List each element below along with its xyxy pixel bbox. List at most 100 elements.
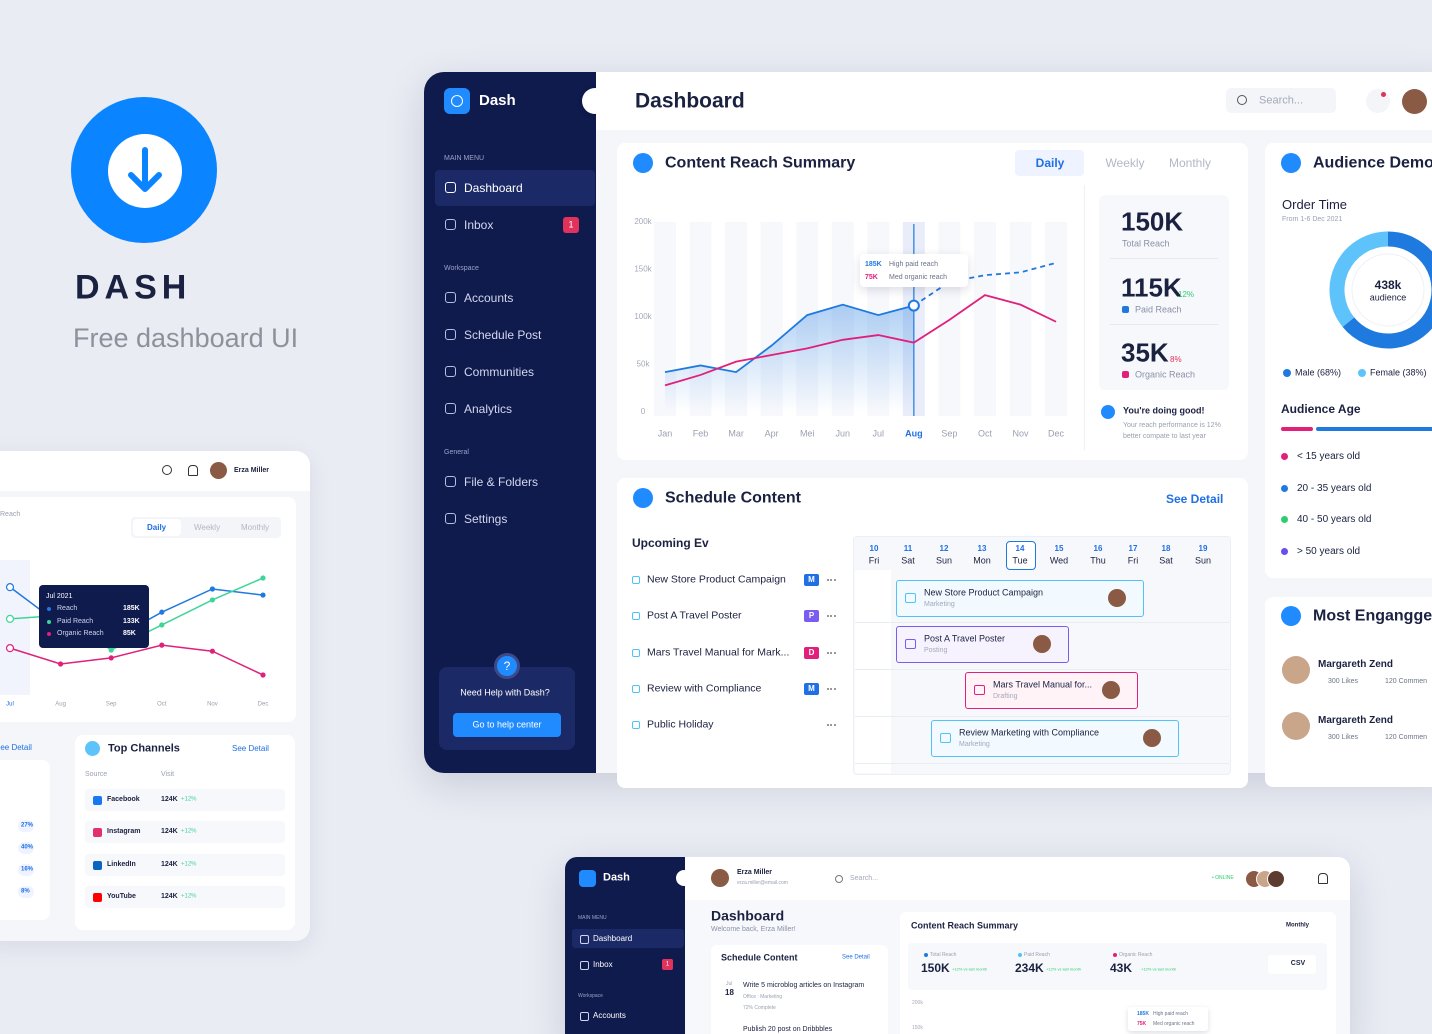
channel-icon <box>93 796 102 805</box>
day-number: 13 <box>977 544 987 554</box>
card-title: Content Reach Summary <box>911 920 1019 931</box>
channel-row <box>85 789 285 811</box>
menu-item[interactable]: Settings <box>464 511 508 526</box>
stat-dot <box>1122 371 1129 378</box>
bell[interactable] <box>1366 89 1390 113</box>
menu-item[interactable]: File & Folders <box>464 474 539 489</box>
csv-label[interactable]: CSV <box>1290 959 1306 967</box>
help-icon <box>494 653 520 679</box>
tab[interactable]: Weekly <box>1105 155 1145 170</box>
section-title: Audience Age <box>1281 401 1361 416</box>
see-detail[interactable]: See Detail <box>0 743 32 753</box>
menu-item[interactable]: Communities <box>464 364 535 379</box>
calendar-event-title: Post A Travel Poster <box>924 633 1006 644</box>
day-number: 18 <box>1161 544 1171 554</box>
csv-button[interactable] <box>1268 955 1316 974</box>
note-text: better compate to last year <box>1123 432 1206 440</box>
bell-icon <box>188 465 198 476</box>
channel-name: Instagram <box>107 828 141 836</box>
event-menu <box>827 615 836 619</box>
stat-label: Paid Reach <box>1135 304 1182 315</box>
weekday: Tue <box>1012 555 1028 566</box>
day-number: 12 <box>939 544 949 554</box>
tooltip-series: Organic Reach <box>57 629 104 637</box>
event-tag-text: M <box>808 684 815 694</box>
help-button[interactable] <box>453 713 561 737</box>
day-number: 11 <box>903 544 913 554</box>
percent: 16% <box>21 866 34 873</box>
badge-count: 1 <box>665 961 670 968</box>
event-type-icon <box>974 685 985 695</box>
weekday: Fri <box>1127 555 1139 566</box>
section-label: Workspace <box>444 264 479 272</box>
badge <box>563 217 579 233</box>
day-number: 19 <box>1198 544 1208 554</box>
age-bar-pink <box>1281 427 1313 431</box>
tab[interactable]: Daily <box>147 523 167 533</box>
bell[interactable] <box>1318 873 1328 884</box>
calendar-event-sub: Marketing <box>924 600 955 608</box>
calendar-event-sub: Marketing <box>959 740 990 748</box>
menu-item[interactable]: Dashboard <box>464 180 523 195</box>
event-title[interactable]: Post A Travel Poster <box>647 610 742 622</box>
event-tag <box>804 574 819 586</box>
welcome: Welcome back, Erza Miller! <box>711 925 796 933</box>
stat-dot <box>1113 953 1117 957</box>
search-placeholder[interactable]: Search... <box>850 874 879 882</box>
note-title: You're doing good! <box>1123 405 1205 416</box>
preview-header <box>0 451 310 491</box>
tab-active <box>133 519 181 536</box>
menu-item[interactable]: Accounts <box>464 290 514 305</box>
tooltip-value: 133K <box>123 617 140 625</box>
user-name: Erza Miller <box>234 466 270 474</box>
menu-item[interactable]: Inbox <box>464 217 494 232</box>
card-icon <box>633 488 653 508</box>
brand-name: DASH <box>75 268 192 307</box>
help-button-text[interactable]: Go to help center <box>472 719 542 730</box>
person-name: Margareth Zend <box>1318 715 1394 726</box>
collapse-button[interactable] <box>676 870 692 886</box>
channel-visit: 124K <box>161 892 178 900</box>
stat-label: Organic Reach <box>1135 369 1196 380</box>
event-menu <box>827 724 836 728</box>
see-detail[interactable]: See Detail <box>1166 491 1224 506</box>
event-title[interactable]: New Store Product Campaign <box>647 573 786 586</box>
tooltip-series: Paid Reach <box>57 617 94 625</box>
calendar-event[interactable] <box>931 720 1179 757</box>
logo-text: Dash <box>479 92 516 109</box>
avatar[interactable] <box>1402 89 1427 114</box>
event-title[interactable]: Mars Travel Manual for Mark... <box>647 646 790 659</box>
stats-box <box>1099 195 1229 390</box>
section-label: MAIN MENU <box>444 154 485 162</box>
menu-item[interactable]: Schedule Post <box>464 327 542 342</box>
tab[interactable]: Monthly <box>241 523 270 533</box>
badge <box>662 959 673 970</box>
calendar-event[interactable] <box>896 580 1144 617</box>
tab[interactable]: Weekly <box>194 523 221 533</box>
see-detail[interactable]: See Detail <box>232 744 269 754</box>
tab[interactable]: Monthly <box>1168 155 1212 170</box>
tooltip-series: Reach <box>57 604 78 612</box>
event-title[interactable]: Review with Compliance <box>647 682 762 695</box>
help-box <box>439 667 575 750</box>
legend-label: Male (68%) <box>1295 367 1342 378</box>
weekday: Thu <box>1090 555 1106 566</box>
tab[interactable]: Daily <box>1035 155 1065 170</box>
calendar-row-line <box>855 763 1229 764</box>
see-detail[interactable]: See Detail <box>842 954 870 961</box>
percent-badge <box>18 820 34 832</box>
channel-visit: 124K <box>161 860 178 868</box>
period[interactable]: Monthly <box>1286 922 1309 929</box>
menu-item[interactable]: Accounts <box>593 1011 626 1021</box>
menu-item[interactable]: Inbox <box>593 960 613 970</box>
column-head: Visit <box>161 770 175 778</box>
menu-item[interactable]: Dashboard <box>593 934 633 944</box>
event-menu <box>827 579 836 583</box>
search-placeholder[interactable]: Search... <box>1259 94 1304 107</box>
menu-icon <box>580 935 589 944</box>
event-title[interactable]: Public Holiday <box>647 718 714 731</box>
channel-name: LinkedIn <box>107 860 136 868</box>
menu-active <box>572 929 684 948</box>
menu-item[interactable]: Analytics <box>464 401 513 416</box>
stat-dot <box>1122 305 1129 313</box>
